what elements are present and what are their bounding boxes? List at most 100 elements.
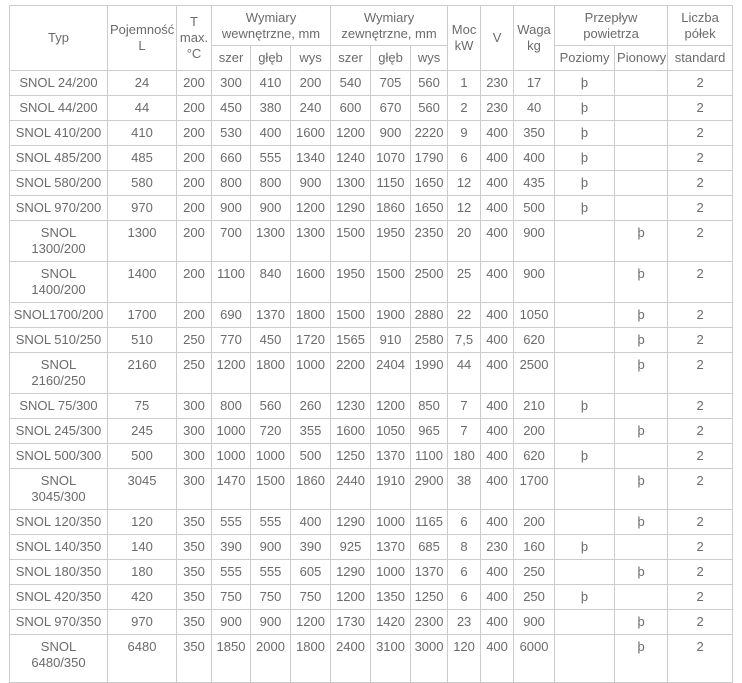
cell-typ: SNOL 180/350 xyxy=(9,559,108,585)
cell-z-gleb: 1350 xyxy=(370,584,412,610)
cell-waga: 40 xyxy=(513,95,556,121)
cell-w-szer: 700 xyxy=(211,220,251,262)
cell-z-szer: 2400 xyxy=(330,634,372,683)
cell-waga: 435 xyxy=(513,170,556,196)
cell-z-szer: 2200 xyxy=(330,352,372,394)
header-cell-pionowy: Pionowy xyxy=(614,45,669,71)
cell-moc: 6 xyxy=(447,145,482,171)
cell-z-wys: 2580 xyxy=(410,327,449,353)
cell-w-szer: 450 xyxy=(211,95,251,121)
cell-waga: 250 xyxy=(513,559,556,585)
cell-polki: 2 xyxy=(667,634,734,683)
table-row: SNOL 1400/200 1400 200 1100 840 1600 1950 1500 2… xyxy=(9,261,734,303)
cell-z-gleb: 910 xyxy=(370,327,412,353)
cell-z-wys: 2880 xyxy=(410,302,449,328)
cell-w-szer: 555 xyxy=(211,559,251,585)
cell-poziomy: þ xyxy=(554,443,616,469)
header-cell-standard: standard xyxy=(667,45,734,71)
cell-poziomy: þ xyxy=(554,393,616,419)
cell-waga: 17 xyxy=(513,70,556,96)
cell-moc: 25 xyxy=(447,261,482,303)
cell-w-szer: 1000 xyxy=(211,443,251,469)
cell-waga: 900 xyxy=(513,261,556,303)
cell-z-wys: 1990 xyxy=(410,352,449,394)
cell-w-gleb: 1370 xyxy=(250,302,291,328)
cell-moc: 9 xyxy=(447,120,482,146)
cell-w-gleb: 1000 xyxy=(250,443,291,469)
cell-polki: 2 xyxy=(667,170,734,196)
table-row: SNOL 580/200 580 200 800 800 900 1300 1150 1650 1… xyxy=(9,170,734,196)
header-group-row: Typ Pojemność L T max. °C Wymiary wewnęt… xyxy=(9,5,734,71)
cell-waga: 900 xyxy=(513,220,556,262)
header-sub-row: szer głęb wys szer głęb wys Poziomy Pion… xyxy=(10,45,734,71)
cell-tmax: 350 xyxy=(176,534,212,560)
cell-z-gleb: 1050 xyxy=(370,418,412,444)
cell-typ: SNOL 580/200 xyxy=(9,170,108,196)
cell-z-wys: 1370 xyxy=(410,559,449,585)
cell-w-gleb: 380 xyxy=(250,95,291,121)
cell-pionowy xyxy=(614,534,669,560)
header-cell-v: V xyxy=(480,5,515,71)
cell-tmax: 350 xyxy=(176,509,212,535)
cell-poziomy: þ xyxy=(554,70,616,96)
cell-v: 400 xyxy=(480,220,515,262)
cell-polki: 2 xyxy=(667,70,734,96)
cell-z-szer: 1950 xyxy=(330,261,372,303)
cell-pojemnosc: 420 xyxy=(107,584,177,610)
cell-moc: 1 xyxy=(447,70,482,96)
cell-pionowy xyxy=(614,70,669,96)
cell-z-szer: 1300 xyxy=(330,170,372,196)
cell-waga: 200 xyxy=(513,509,556,535)
cell-pionowy: þ xyxy=(614,418,669,444)
cell-pojemnosc: 970 xyxy=(107,609,177,635)
cell-pojemnosc: 485 xyxy=(107,145,177,171)
cell-w-wys: 1300 xyxy=(289,220,332,262)
cell-w-wys: 200 xyxy=(289,70,332,96)
cell-typ: SNOL 970/350 xyxy=(9,609,108,635)
cell-z-gleb: 1500 xyxy=(370,261,412,303)
cell-w-gleb: 555 xyxy=(250,509,291,535)
cell-z-wys: 850 xyxy=(410,393,449,419)
cell-tmax: 300 xyxy=(176,393,212,419)
table-row: SNOL1700/200 1700 200 690 1370 1800 1500 1900 28… xyxy=(9,302,734,328)
cell-typ: SNOL 485/200 xyxy=(9,145,108,171)
cell-z-wys: 685 xyxy=(410,534,449,560)
cell-z-szer: 1240 xyxy=(330,145,372,171)
cell-polki: 2 xyxy=(667,418,734,444)
cell-w-gleb: 1500 xyxy=(250,468,291,510)
cell-pionowy: þ xyxy=(614,327,669,353)
table-row: SNOL 24/200 24 200 300 410 200 540 705 560 1 230 17… xyxy=(9,70,734,96)
cell-w-wys: 605 xyxy=(289,559,332,585)
cell-z-szer: 1565 xyxy=(330,327,372,353)
cell-w-szer: 1100 xyxy=(211,261,251,303)
cell-tmax: 200 xyxy=(176,195,212,221)
cell-pojemnosc: 970 xyxy=(107,195,177,221)
cell-tmax: 200 xyxy=(176,120,212,146)
header-cell-typ: Typ xyxy=(9,5,108,71)
cell-poziomy xyxy=(554,302,616,328)
cell-tmax: 200 xyxy=(176,261,212,303)
cell-w-szer: 1850 xyxy=(211,634,251,683)
cell-tmax: 200 xyxy=(176,70,212,96)
cell-z-gleb: 3100 xyxy=(370,634,412,683)
cell-polki: 2 xyxy=(667,195,734,221)
header-cell-przeplyw-powietrza: Przepływ powietrza xyxy=(554,5,669,46)
header-cell-wys-zew: wys xyxy=(410,45,449,71)
cell-w-szer: 800 xyxy=(211,393,251,419)
cell-v: 400 xyxy=(480,170,515,196)
cell-poziomy xyxy=(554,352,616,394)
cell-polki: 2 xyxy=(667,327,734,353)
cell-v: 230 xyxy=(480,95,515,121)
cell-typ: SNOL 1400/200 xyxy=(9,261,108,303)
cell-pojemnosc: 580 xyxy=(107,170,177,196)
cell-polki: 2 xyxy=(667,534,734,560)
cell-poziomy xyxy=(554,609,616,635)
cell-w-wys: 1200 xyxy=(289,195,332,221)
cell-moc: 12 xyxy=(447,170,482,196)
cell-z-gleb: 670 xyxy=(370,95,412,121)
cell-pojemnosc: 75 xyxy=(107,393,177,419)
table-row: SNOL 410/200 410 200 530 400 1600 1200 900 2220 9… xyxy=(9,120,734,146)
cell-typ: SNOL 245/300 xyxy=(9,418,108,444)
cell-poziomy xyxy=(554,509,616,535)
cell-z-wys: 3000 xyxy=(410,634,449,683)
